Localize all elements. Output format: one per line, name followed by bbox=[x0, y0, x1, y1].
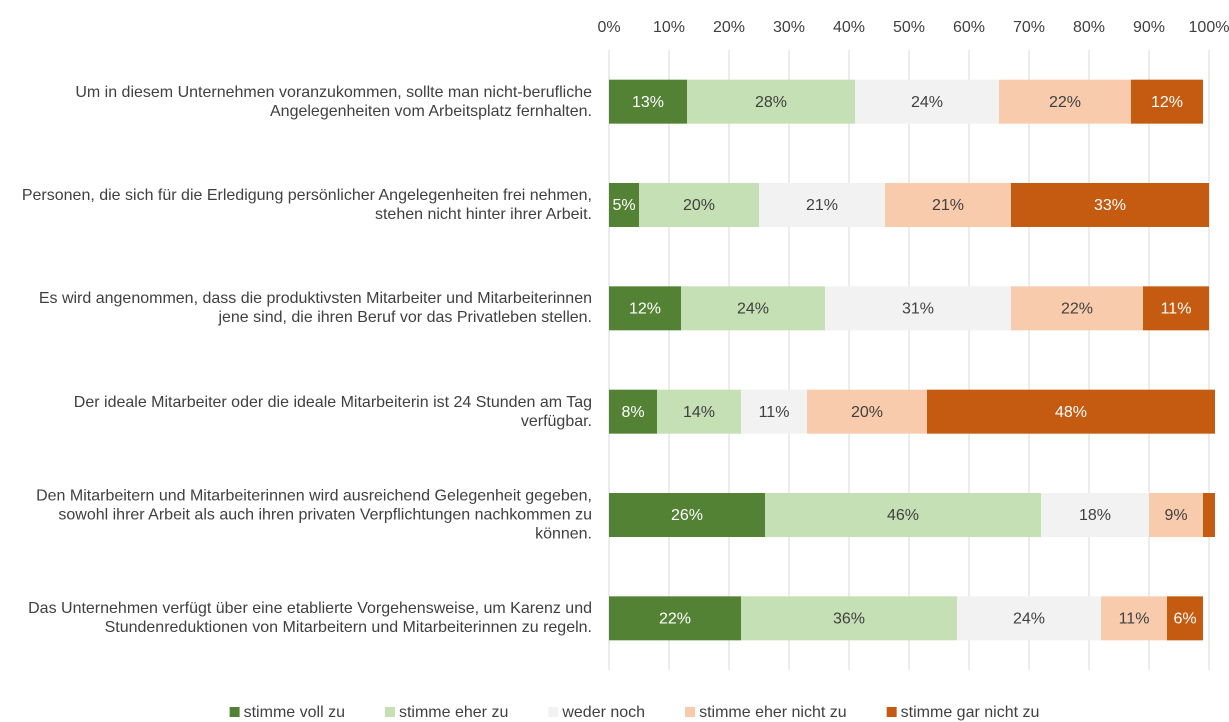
category-label: Es wird angenommen, dass die produktivst… bbox=[38, 290, 592, 327]
x-tick-label: 80% bbox=[1073, 19, 1105, 36]
category-label: Den Mitarbeitern und Mitarbeiterinnen wi… bbox=[36, 487, 592, 543]
bar-segment bbox=[609, 596, 741, 641]
x-tick-label: 30% bbox=[773, 19, 805, 36]
bar-segment bbox=[609, 79, 687, 124]
legend-label: stimme voll zu bbox=[244, 704, 345, 721]
data-label: 31% bbox=[902, 301, 934, 318]
x-tick-label: 40% bbox=[833, 19, 865, 36]
bar-segment bbox=[765, 493, 1041, 537]
bar-segment bbox=[741, 596, 957, 641]
data-label: 20% bbox=[683, 197, 715, 214]
legend-label: stimme eher zu bbox=[399, 704, 508, 721]
bar-segment bbox=[1143, 286, 1209, 331]
bar-segment bbox=[825, 286, 1011, 331]
data-label: 26% bbox=[671, 507, 703, 524]
bar-segment bbox=[687, 79, 855, 124]
data-label: 22% bbox=[1061, 301, 1093, 318]
x-tick-label: 90% bbox=[1133, 19, 1165, 36]
data-label: 11% bbox=[759, 404, 790, 421]
bar-segment bbox=[657, 389, 741, 434]
legend-swatch bbox=[384, 707, 395, 717]
x-tick-label: 70% bbox=[1013, 19, 1045, 36]
category-label: Das Unternehmen verfügt über eine etabli… bbox=[28, 600, 592, 637]
bar-segment bbox=[1011, 183, 1209, 227]
bar-segment bbox=[999, 79, 1131, 124]
bar-segment bbox=[1167, 596, 1203, 641]
legend-swatch bbox=[548, 707, 559, 717]
bar-segment bbox=[855, 79, 999, 124]
category-label: Personen, die sich für die Erledigung pe… bbox=[21, 187, 592, 223]
bar-segment bbox=[927, 389, 1215, 434]
x-tick-label: 20% bbox=[713, 19, 745, 36]
bar-segment bbox=[1011, 286, 1143, 331]
bar-segment bbox=[759, 183, 885, 227]
legend-swatch bbox=[229, 707, 240, 717]
data-label: 24% bbox=[911, 94, 943, 111]
bar-segment bbox=[681, 286, 825, 331]
bar-segment bbox=[1131, 79, 1203, 124]
data-label: 24% bbox=[737, 301, 769, 318]
data-label: 21% bbox=[932, 197, 964, 214]
bar-segment bbox=[609, 389, 657, 434]
data-label: 33% bbox=[1094, 197, 1126, 214]
bar-segment bbox=[639, 183, 759, 227]
legend-swatch bbox=[685, 707, 696, 717]
bar-segment bbox=[807, 389, 927, 434]
x-tick-label: 10% bbox=[653, 19, 685, 36]
legend-label: weder noch bbox=[561, 704, 645, 721]
data-label: 9% bbox=[1164, 507, 1187, 524]
bar-segment bbox=[609, 493, 765, 537]
bar-segment bbox=[609, 286, 681, 331]
data-label: 11% bbox=[1161, 301, 1192, 318]
data-label: 12% bbox=[629, 301, 661, 318]
data-label: 36% bbox=[833, 611, 865, 628]
legend-label: stimme gar nicht zu bbox=[901, 704, 1040, 721]
data-label: 20% bbox=[851, 404, 883, 421]
bar-segment bbox=[609, 183, 639, 227]
bar-segment bbox=[957, 596, 1101, 641]
data-label: 6% bbox=[1173, 611, 1196, 628]
x-tick-label: 100% bbox=[1189, 19, 1229, 36]
x-tick-label: 0% bbox=[597, 19, 620, 36]
data-label: 21% bbox=[806, 197, 838, 214]
data-label: 5% bbox=[612, 197, 635, 214]
x-tick-label: 50% bbox=[893, 19, 925, 36]
data-label: 22% bbox=[1049, 94, 1081, 111]
category-label: Der ideale Mitarbeiter oder die ideale M… bbox=[73, 393, 592, 430]
data-label: 24% bbox=[1013, 611, 1045, 628]
bar-segment bbox=[1203, 493, 1215, 537]
data-label: 11% bbox=[1119, 611, 1150, 628]
data-label: 14% bbox=[683, 404, 715, 421]
bar-segment bbox=[1101, 596, 1167, 641]
data-label: 28% bbox=[755, 94, 787, 111]
x-tick-label: 60% bbox=[953, 19, 985, 36]
data-label: 12% bbox=[1151, 94, 1183, 111]
bar-segment bbox=[885, 183, 1011, 227]
bar-segment bbox=[1041, 493, 1149, 537]
data-label: 18% bbox=[1079, 507, 1111, 524]
bar-segment bbox=[741, 389, 807, 434]
legend-swatch bbox=[886, 707, 897, 717]
category-label: Um in diesem Unternehmen voranzukommen, … bbox=[75, 83, 592, 120]
bar-segment bbox=[1149, 493, 1203, 537]
data-label: 8% bbox=[621, 404, 644, 421]
legend-label: stimme eher nicht zu bbox=[699, 704, 847, 721]
data-label: 13% bbox=[632, 94, 664, 111]
data-label: 46% bbox=[887, 507, 919, 524]
data-label: 22% bbox=[659, 611, 691, 628]
data-label: 48% bbox=[1055, 404, 1087, 421]
